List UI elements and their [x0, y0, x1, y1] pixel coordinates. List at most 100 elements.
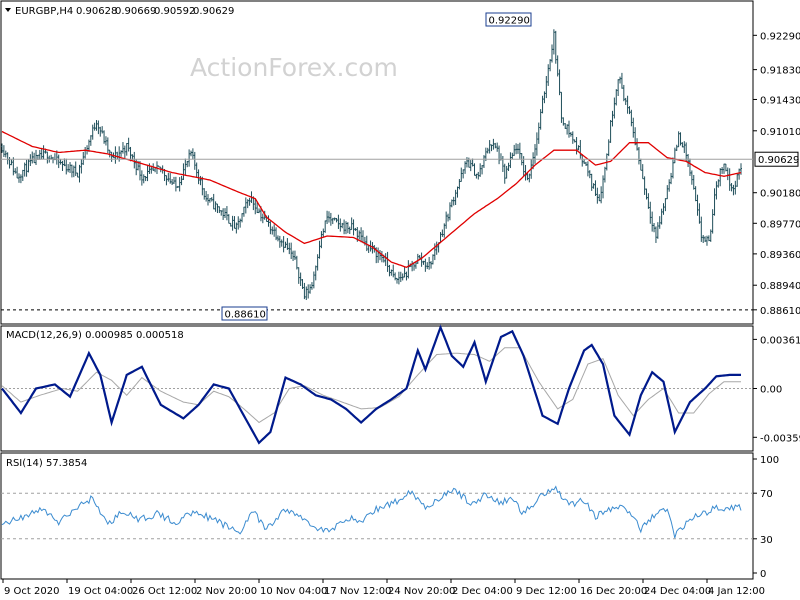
price-bar [186, 160, 189, 168]
price-bar [254, 198, 257, 215]
price-bar [293, 250, 296, 261]
price-bar [473, 163, 476, 176]
price-bar [458, 179, 461, 190]
price-tick-label: 0.91430 [760, 95, 800, 106]
price-bar [418, 255, 421, 259]
price-bar [288, 242, 291, 255]
high-annotation-box [485, 12, 532, 27]
price-bar [707, 235, 710, 242]
price-bar [237, 216, 240, 230]
price-bar [722, 163, 725, 174]
price-bar [27, 159, 30, 173]
price-bar [16, 166, 19, 179]
price-bar [207, 194, 210, 206]
price-bar [256, 201, 259, 214]
price-bar [397, 271, 400, 285]
price-bar [547, 64, 550, 86]
price-bar [365, 235, 368, 252]
price-bar [454, 189, 457, 205]
price-bar [103, 130, 106, 144]
price-bar [709, 229, 712, 242]
price-bar [516, 143, 519, 154]
price-bar [430, 261, 433, 269]
price-bar [224, 208, 227, 219]
price-bar [190, 150, 193, 157]
price-bar [518, 142, 521, 159]
price-bar [125, 142, 128, 156]
price-bar [583, 159, 586, 164]
price-bar [662, 203, 665, 215]
price-axis: 0.92290 0.91830 0.91430 0.91010 0.90180 0.897… [753, 31, 800, 317]
price-bar [664, 198, 667, 212]
price-bar [494, 142, 497, 149]
time-tick-label: 17 Nov 12:00 [324, 586, 391, 597]
price-bar [639, 158, 642, 171]
price-bar [613, 97, 616, 119]
price-bar [246, 199, 249, 209]
price-bar [40, 147, 43, 160]
price-bar [422, 260, 425, 265]
price-bar [630, 109, 633, 127]
price-bar [195, 162, 198, 178]
price-bar [649, 201, 652, 224]
price-bar [683, 141, 686, 153]
price-bar [719, 168, 722, 187]
price-bar [390, 269, 393, 276]
chevron-down-icon[interactable] [5, 8, 11, 12]
price-bar [568, 120, 571, 138]
time-tick-label: 9 Dec 12:00 [516, 586, 577, 597]
price-bar [244, 197, 247, 214]
price-bar [443, 223, 446, 238]
price-bar [76, 172, 79, 178]
price-bar [585, 161, 588, 166]
time-tick-label: 4 Jan 12:00 [708, 586, 765, 597]
price-bar [626, 95, 629, 114]
price-bar [575, 137, 578, 155]
price-bar [70, 164, 73, 178]
price-bar [110, 151, 113, 162]
price-bar [392, 264, 395, 278]
price-bar [624, 97, 627, 105]
price-bar [586, 161, 589, 177]
price-bar [492, 138, 495, 150]
price-tick-label: 0.89770 [760, 219, 800, 230]
price-bar [331, 217, 334, 225]
low-annotation: 0.88610 [221, 306, 268, 321]
price-bar [660, 208, 663, 225]
price-panel-border [0, 0, 754, 325]
price-bar [171, 179, 174, 185]
price-bar [191, 148, 194, 160]
price-bar [535, 132, 538, 156]
price-bar [615, 89, 618, 106]
price-bar [509, 152, 512, 169]
price-bar [33, 152, 36, 164]
price-bar [80, 159, 83, 174]
price-bar [513, 144, 516, 156]
price-bar [569, 132, 572, 137]
watermark: ActionForex.com [190, 53, 398, 82]
price-bar [414, 261, 417, 269]
rsi-tick-label: 100 [760, 455, 779, 466]
price-bar [95, 120, 98, 131]
price-bar [91, 124, 94, 140]
ohlc-high: 0.90669 [115, 6, 156, 17]
price-bar [14, 168, 17, 174]
price-bar [31, 151, 34, 164]
price-bar [668, 179, 671, 192]
price-bar [97, 120, 100, 135]
price-bar [486, 147, 489, 154]
price-bar [636, 138, 639, 151]
price-bar [401, 273, 404, 281]
price-bar [653, 223, 656, 233]
price-bar [594, 180, 597, 196]
price-bar [214, 201, 217, 212]
rsi-tick-label: 30 [760, 535, 773, 546]
price-bar [692, 174, 695, 190]
current-price-label: 0.90629 [758, 155, 799, 166]
price-bar [592, 183, 595, 189]
price-bar [172, 176, 175, 184]
price-bar [333, 217, 336, 221]
ohlc-low: 0.90592 [154, 6, 195, 17]
price-bar [74, 161, 77, 176]
